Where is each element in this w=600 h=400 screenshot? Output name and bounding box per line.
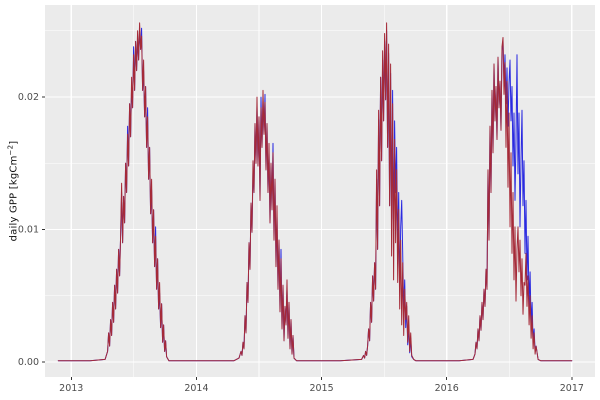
y-tick-label: 0.00 [18, 357, 39, 368]
y-axis-title-superscript: −2 [6, 144, 15, 156]
y-axis-title: daily GPP [kgCm−2] [6, 141, 19, 242]
y-tick-label: 0.02 [18, 92, 39, 103]
y-axis-title-text: daily GPP [kgCm [8, 155, 20, 242]
x-tick-label: 2014 [184, 383, 208, 394]
y-axis-title-suffix: ] [8, 140, 20, 145]
y-tick-label: 0.01 [18, 225, 39, 236]
plot-panel [45, 5, 595, 377]
series-red-line [57, 22, 573, 362]
x-tick-label: 2017 [560, 383, 584, 394]
x-tick-label: 2013 [59, 383, 83, 394]
x-tick-label: 2016 [435, 383, 459, 394]
x-tick-label: 2015 [309, 383, 333, 394]
